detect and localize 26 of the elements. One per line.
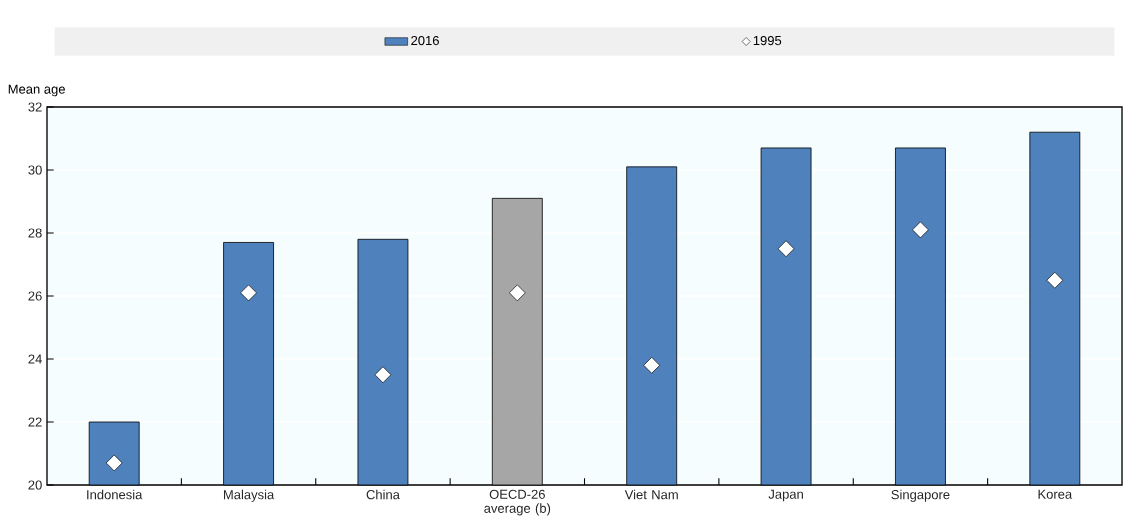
x-tick-label: Indonesia xyxy=(87,489,143,500)
y-tick-label: 32 xyxy=(28,102,42,112)
x-tick-label: Malaysia xyxy=(223,489,275,502)
y-axis-title: Mean age xyxy=(8,84,65,97)
point xyxy=(777,240,795,258)
point xyxy=(105,454,123,472)
y-tick-label: 28 xyxy=(28,228,42,238)
y-tick-label: 26 xyxy=(28,291,42,301)
x-tick-label: Japan xyxy=(768,489,803,502)
legend-label: 1995 xyxy=(753,35,782,46)
x-tick-label: Korea xyxy=(1038,489,1073,499)
y-tick-label: 20 xyxy=(28,480,42,490)
y-tick-label: 24 xyxy=(28,354,42,364)
point xyxy=(509,284,526,302)
x-tick-label: Viet Nam xyxy=(624,489,678,500)
point xyxy=(912,221,929,239)
y-tick-label: 30 xyxy=(28,165,42,175)
point xyxy=(374,366,392,384)
point xyxy=(240,284,257,302)
x-tick-label: China xyxy=(366,489,400,500)
legend-label: 2016 xyxy=(411,35,439,46)
x-tick-label: Singapore xyxy=(891,489,950,502)
point xyxy=(643,356,661,374)
point xyxy=(1046,271,1064,289)
x-tick-label: OECD-26 average (b) xyxy=(484,489,551,516)
y-tick-label: 22 xyxy=(28,417,42,427)
